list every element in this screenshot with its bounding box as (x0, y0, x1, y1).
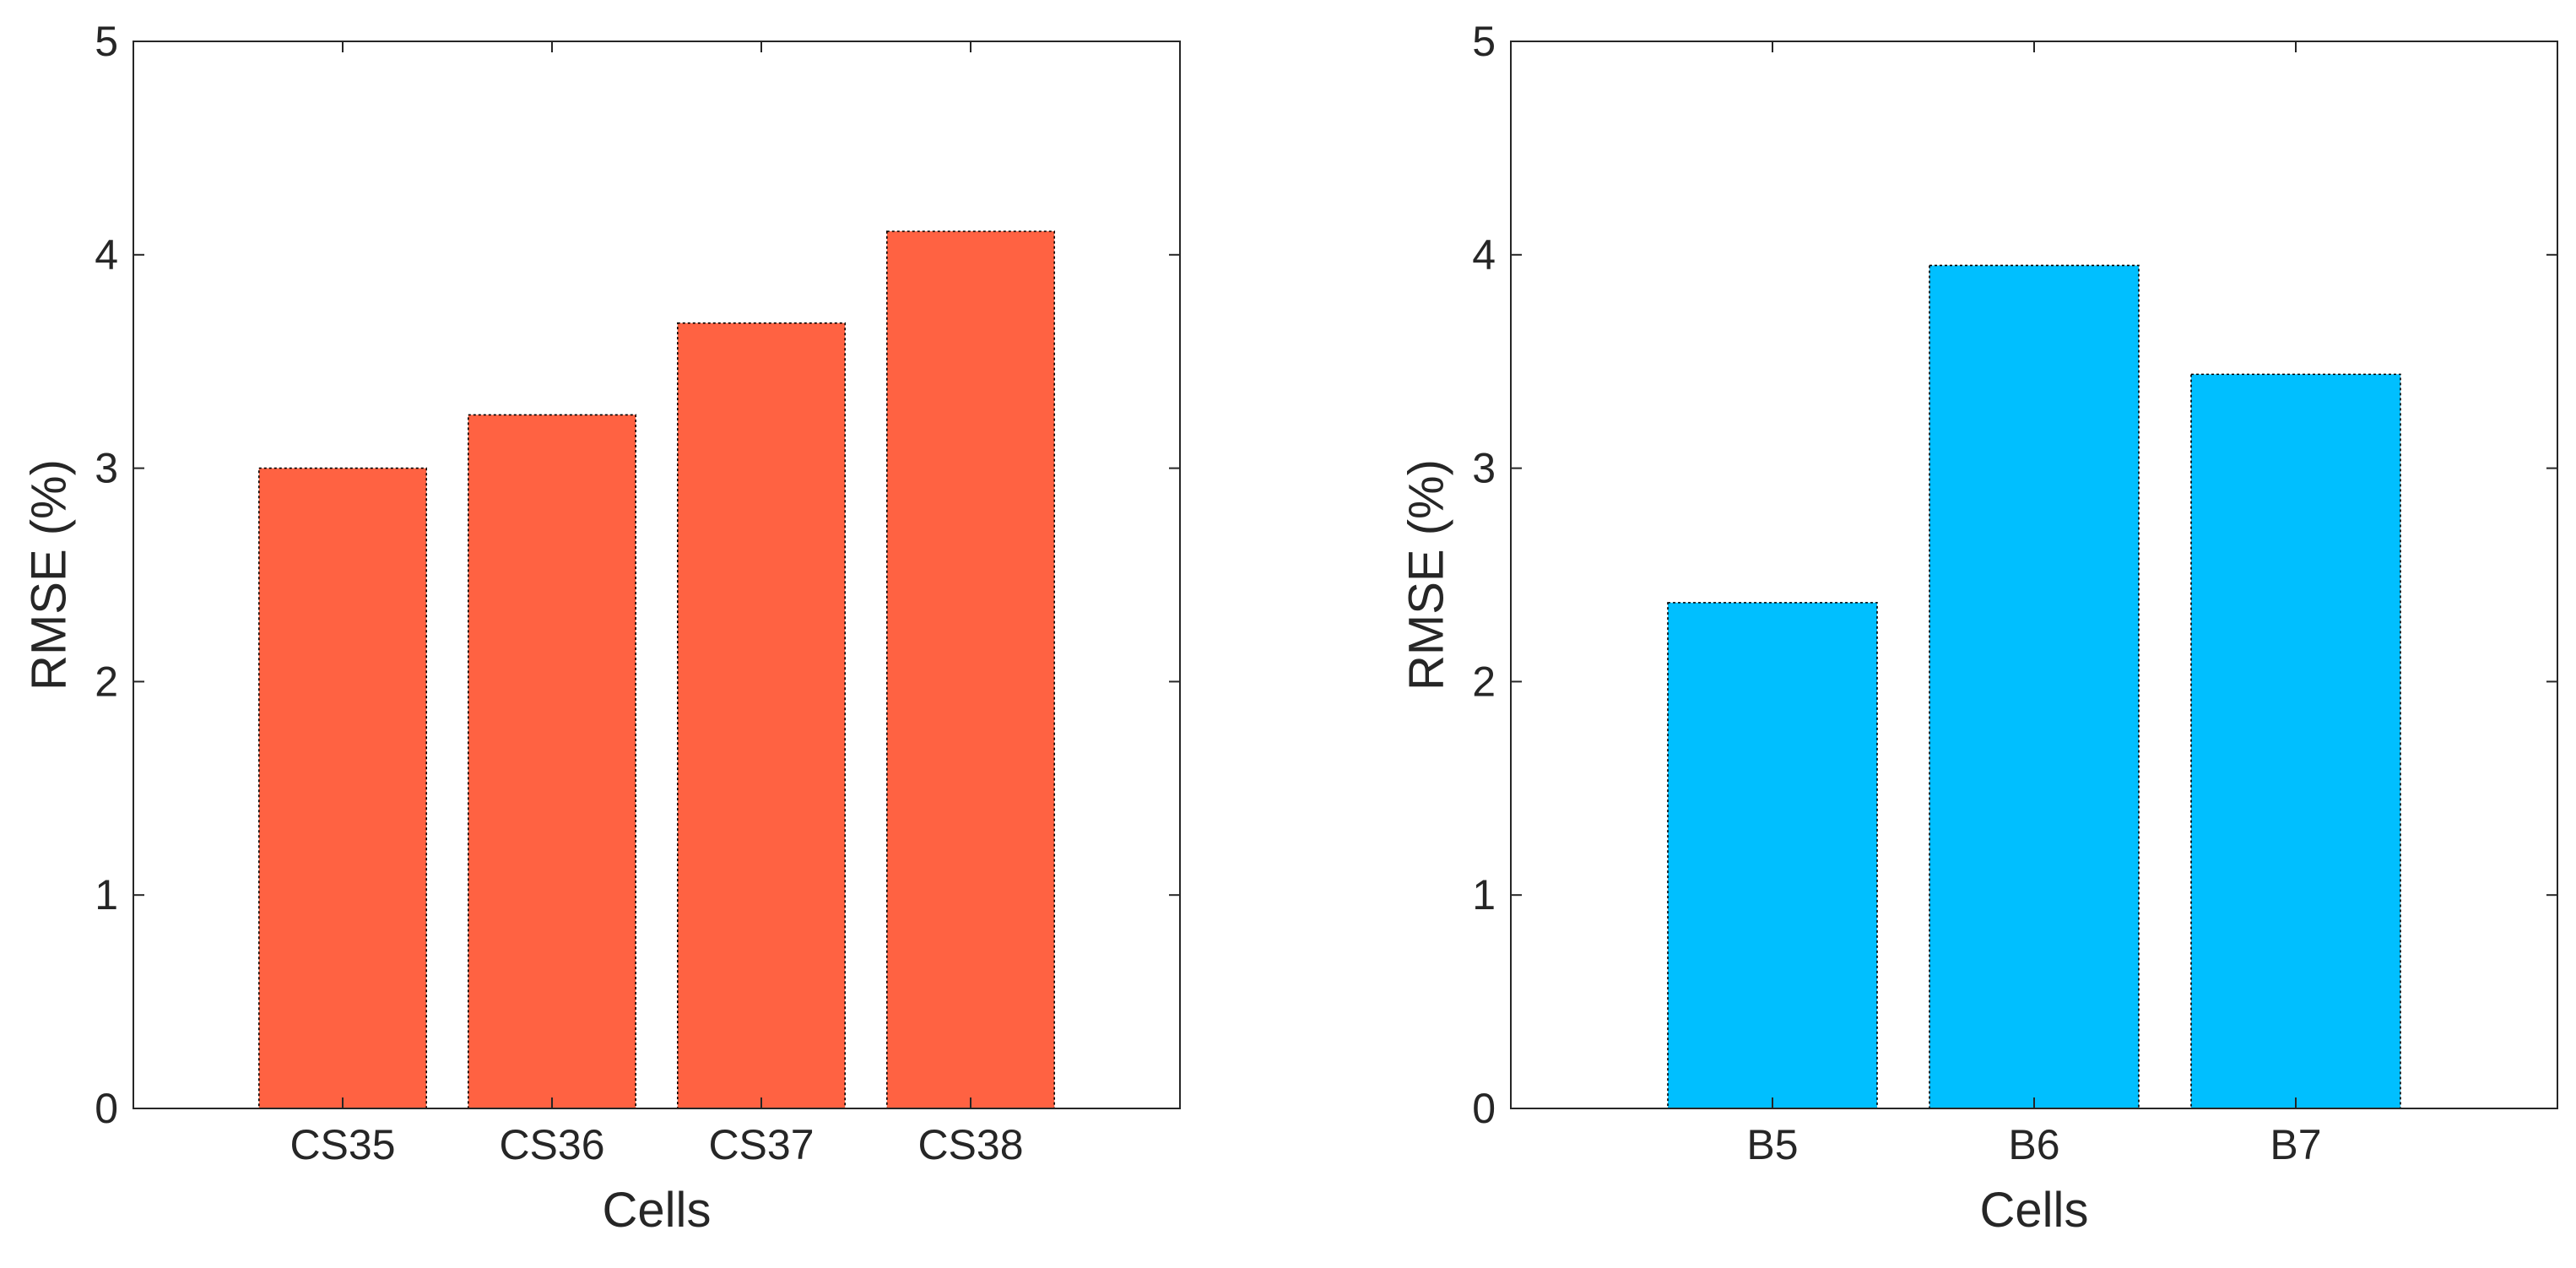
chart-1-ytick-label: 0 (95, 1085, 118, 1132)
chart-2-ytick-label: 0 (1472, 1085, 1496, 1132)
chart-1-ytick-label: 3 (95, 445, 118, 492)
chart-1-xtick-label: CS35 (290, 1121, 395, 1168)
chart-1-bar-cs35 (257, 467, 427, 1109)
chart-1-y-axis-title: RMSE (%) (22, 459, 77, 691)
chart-2-xtick-label: B5 (1746, 1121, 1798, 1168)
chart-2-x-axis-title: Cells (1980, 1183, 2089, 1238)
chart-1-axes-box (133, 41, 1181, 1109)
chart-1-bar-cs38 (886, 230, 1056, 1109)
chart-2-ytick-label: 3 (1472, 445, 1496, 492)
chart-2: 0 1 2 3 4 5 B5 B6 B7 Cells RMSE (%) (1399, 18, 2558, 1238)
chart-1-ytick-label: 4 (95, 231, 118, 279)
chart-2-ytick-label: 5 (1472, 18, 1496, 65)
chart-1-x-axis-title: Cells (603, 1183, 712, 1238)
chart-1-ytick-label: 5 (95, 18, 118, 65)
chart-2-bar-b6 (1929, 264, 2140, 1109)
chart-2-ytick-label: 4 (1472, 231, 1496, 279)
chart-1-bar-cs37 (676, 322, 846, 1109)
chart-1-bar-cs36 (467, 414, 636, 1109)
chart-2-y-axis-title: RMSE (%) (1399, 459, 1454, 691)
chart-2-bar-b7 (2190, 373, 2401, 1109)
chart-1-xtick-label: CS38 (917, 1121, 1023, 1168)
chart-2-xtick-label: B7 (2270, 1121, 2321, 1168)
chart-1-xtick-label: CS37 (708, 1121, 814, 1168)
chart-2-xtick-label: B6 (2008, 1121, 2059, 1168)
chart-2-ytick-label: 1 (1472, 871, 1496, 918)
chart-2-ytick-label: 2 (1472, 658, 1496, 705)
chart-1-ytick-label: 1 (95, 871, 118, 918)
chart-2-bar-b5 (1667, 602, 1878, 1109)
chart-1: 0 1 2 3 4 5 CS35 CS36 CS37 CS38 Cells RMSE (%) (22, 18, 1181, 1238)
chart-1-ytick-label: 2 (95, 658, 118, 705)
chart-1-xtick-label: CS36 (499, 1121, 604, 1168)
